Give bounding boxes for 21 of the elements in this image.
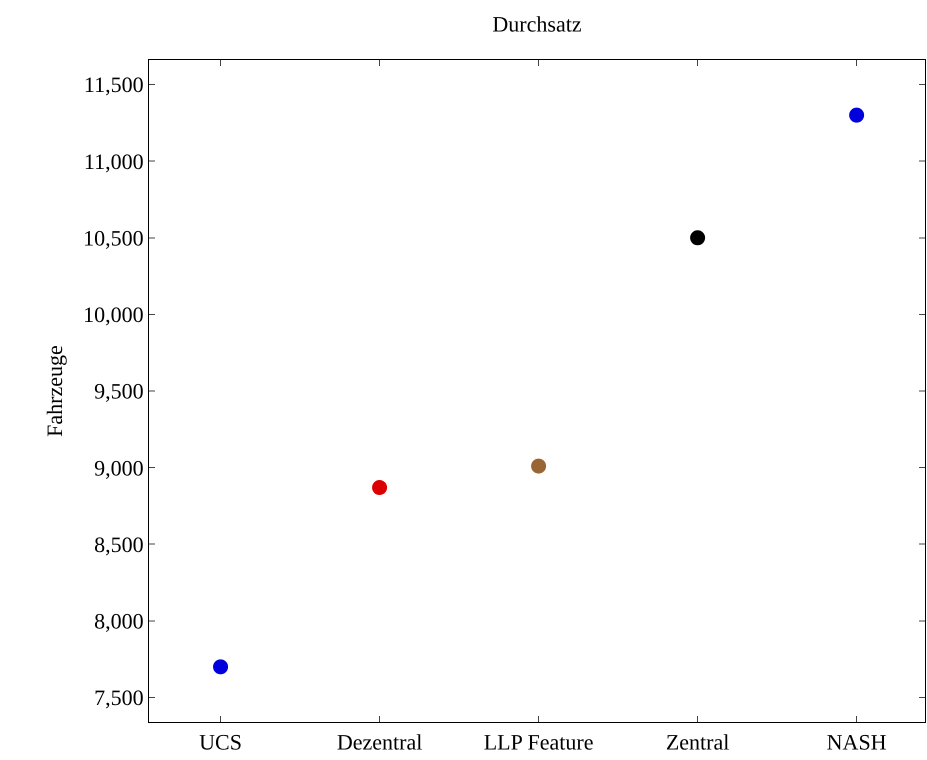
x-tick-label: Dezentral bbox=[336, 729, 422, 754]
y-tick-label: 10,000 bbox=[83, 302, 144, 328]
point bbox=[372, 480, 388, 496]
y-tick-label: 10,500 bbox=[83, 225, 144, 250]
chart-title: Durchsatz bbox=[492, 12, 582, 37]
point bbox=[531, 458, 546, 474]
x-tick-label: NASH bbox=[826, 729, 887, 754]
point bbox=[213, 659, 228, 674]
point bbox=[690, 230, 706, 246]
y-tick-label: 9,500 bbox=[94, 378, 144, 404]
y-tick-label: 11,000 bbox=[84, 148, 144, 174]
point bbox=[849, 108, 864, 123]
y-tick-label: 7,500 bbox=[94, 685, 144, 710]
y-tick-label: 8,500 bbox=[94, 532, 144, 557]
y-tick-label: 9,000 bbox=[94, 455, 144, 480]
x-tick-label: Zentral bbox=[666, 729, 730, 754]
x-tick-label: LLP Feature bbox=[484, 729, 594, 754]
y-tick-label: 8,000 bbox=[94, 608, 144, 634]
x-tick-label: UCS bbox=[199, 729, 242, 754]
y-tick-label: 11,500 bbox=[84, 72, 144, 98]
y-axis-title: Fahrzeuge bbox=[42, 345, 67, 437]
